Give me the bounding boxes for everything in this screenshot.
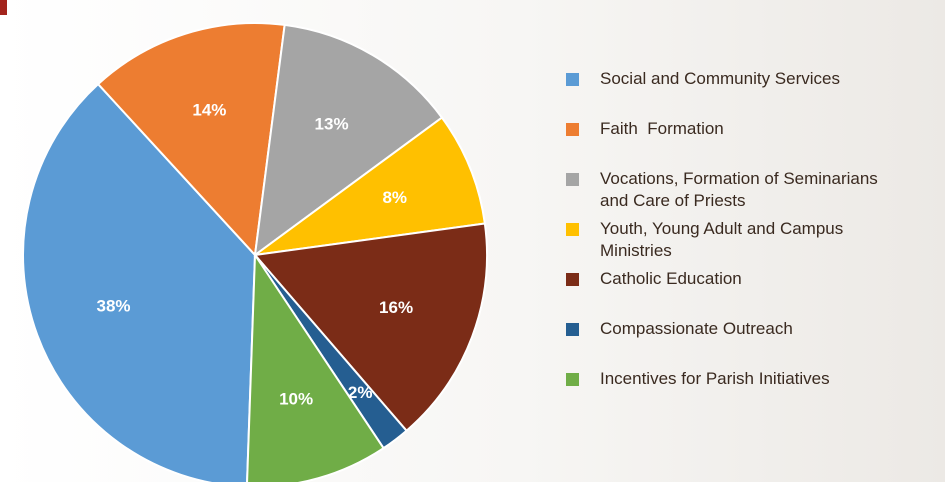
legend-item: Compassionate Outreach (566, 318, 890, 340)
value-label: 8% (382, 188, 407, 207)
value-label: 14% (192, 101, 226, 120)
value-label: 16% (379, 298, 413, 317)
legend-item: Youth, Young Adult and Campus Ministries (566, 218, 890, 262)
legend-swatch (566, 223, 579, 236)
value-label: 38% (97, 297, 131, 316)
legend-label: Youth, Young Adult and Campus Ministries (600, 219, 848, 260)
pie-slice (96, 22, 286, 258)
legend-swatch (566, 123, 579, 136)
pie-slice (253, 222, 488, 433)
legend-label: Faith Formation (600, 119, 724, 138)
legend-label: Social and Community Services (600, 69, 840, 88)
legend-swatch (566, 323, 579, 336)
legend-item: Vocations, Formation of Seminarians and … (566, 168, 890, 212)
legend-label: Catholic Education (600, 269, 742, 288)
legend-item: Incentives for Parish Initiatives (566, 368, 890, 390)
legend-label: Vocations, Formation of Seminarians and … (600, 169, 883, 210)
legend-item: Social and Community Services (566, 68, 890, 90)
legend-swatch (566, 373, 579, 386)
pie-slice (253, 23, 444, 258)
value-label: 10% (279, 390, 313, 409)
legend-label: Compassionate Outreach (600, 319, 793, 338)
value-label: 2% (348, 383, 373, 402)
pie-slice (254, 116, 486, 256)
pie-slice (246, 251, 385, 482)
legend-swatch (566, 73, 579, 86)
legend: Social and Community Services Faith Forma… (566, 68, 886, 390)
legend-item: Faith Formation (566, 118, 890, 140)
legend-item: Catholic Education (566, 268, 890, 290)
legend-swatch (566, 173, 579, 186)
legend-label: Incentives for Parish Initiatives (600, 369, 830, 388)
legend-swatch (566, 273, 579, 286)
pie-slice (22, 82, 257, 482)
value-label: 13% (315, 115, 349, 134)
corner-accent (0, 0, 7, 15)
